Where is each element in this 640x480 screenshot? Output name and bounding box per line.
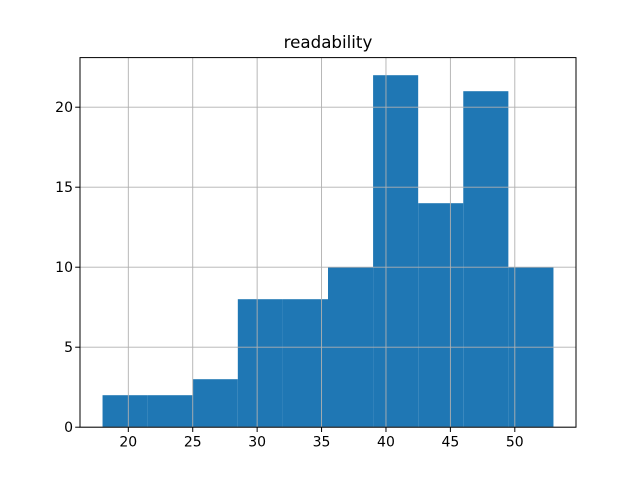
histogram-bar [373,75,419,428]
plot-border [79,57,577,428]
histogram-bar [418,203,464,428]
y-tick-label: 15 [55,180,73,196]
y-tick-label: 5 [64,340,73,356]
histogram-bar [192,379,238,428]
x-tick-label: 45 [441,435,459,451]
histogram-bar [147,395,193,428]
x-tick-label: 20 [119,435,137,451]
histogram-bar [282,299,328,428]
x-tick-label: 40 [377,435,395,451]
histogram-bar [463,91,509,428]
chart-title: readability [283,32,373,52]
x-tick-label: 50 [506,435,524,451]
x-tick-label: 35 [313,435,331,451]
y-tick-label: 10 [55,260,73,276]
histogram-bar [237,299,283,428]
x-tick-label: 25 [184,435,202,451]
y-tick-label: 0 [64,420,73,436]
x-tick-label: 30 [248,435,266,451]
histogram-bar [102,395,148,428]
y-tick-label: 20 [55,100,73,116]
